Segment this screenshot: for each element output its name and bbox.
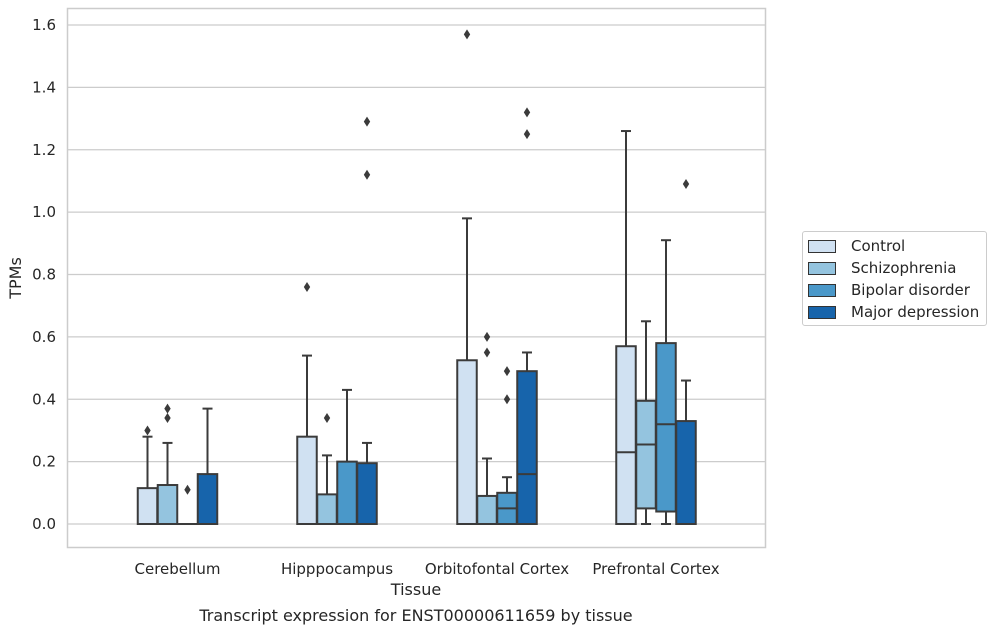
box-body — [196, 473, 219, 526]
box-3-3 — [675, 179, 697, 525]
box-body — [615, 345, 637, 526]
gridlines — [68, 24, 765, 525]
box-body — [336, 460, 358, 525]
boxes — [136, 29, 697, 526]
legend-label-schizophrenia: Schizophrenia — [851, 259, 957, 277]
x-tick-label: Cerebellum — [135, 560, 221, 578]
x-tick-label: Orbitofontal Cortex — [425, 560, 569, 578]
outlier-point — [164, 412, 171, 423]
outlier-point — [503, 366, 511, 377]
x-tick-label: Prefrontal Cortex — [592, 560, 719, 578]
box-body — [356, 462, 378, 526]
legend-swatch-control — [808, 239, 836, 253]
box-1-3 — [356, 116, 378, 526]
legend-swatch-bipolar-disorder — [808, 283, 836, 297]
box-body — [296, 435, 318, 525]
y-tick-label: 0.4 — [32, 390, 56, 408]
legend-label-control: Control — [851, 237, 906, 255]
box-body — [635, 399, 657, 510]
tick-labels: 0.0 0.2 0.4 0.6 0.8 1.0 1.2 1.4 1.6 Cerebellum Hip… — [32, 16, 720, 578]
outlier-point — [523, 107, 531, 118]
y-tick-label: 1.6 — [32, 16, 56, 34]
box-body — [476, 494, 498, 525]
legend-item-bipolar-disorder: Bipolar disorder — [808, 280, 970, 300]
legend-label-major-depression: Major depression — [851, 303, 980, 321]
box-0-1 — [156, 403, 179, 525]
box-2-0 — [456, 29, 478, 525]
outlier-point — [323, 412, 331, 423]
box-body — [675, 420, 697, 525]
outlier-point — [184, 484, 191, 495]
box-3-1 — [635, 320, 657, 525]
legend-swatch-schizophrenia — [808, 261, 836, 275]
y-tick-label: 1.2 — [32, 141, 56, 159]
y-tick-label: 0.8 — [32, 266, 56, 284]
y-tick-label: 1.4 — [32, 78, 56, 96]
outlier-point — [483, 347, 491, 358]
box-body — [316, 493, 338, 526]
legend-label-bipolar-disorder: Bipolar disorder — [851, 281, 970, 299]
box-2-1 — [476, 331, 498, 525]
x-axis-label: Tissue — [390, 580, 441, 599]
y-tick-label: 0.2 — [32, 453, 56, 471]
outlier-point — [682, 179, 690, 190]
box-body — [516, 370, 538, 525]
legend-swatch-major-depression — [808, 305, 836, 319]
outlier-point — [363, 169, 371, 180]
box-3-2 — [655, 239, 677, 525]
outlier-point — [144, 425, 151, 436]
legend-item-control: Control — [808, 236, 905, 256]
outlier-point — [463, 29, 471, 40]
box-0-0 — [136, 425, 159, 525]
legend-item-schizophrenia: Schizophrenia — [808, 258, 956, 278]
box-body — [156, 484, 179, 525]
box-body — [456, 359, 478, 525]
y-tick-label: 0.6 — [32, 328, 56, 346]
box-body — [655, 342, 677, 513]
outlier-point — [483, 331, 491, 342]
box-1-1 — [316, 412, 338, 526]
box-1-0 — [296, 281, 318, 525]
y-axis-label: TPMs — [6, 257, 25, 300]
box-2-2 — [496, 366, 518, 525]
box-0-2 — [176, 484, 199, 526]
legend: Control Schizophrenia Bipolar disorder M… — [802, 231, 987, 326]
outlier-point — [164, 403, 171, 414]
legend-item-major-depression: Major depression — [808, 302, 979, 322]
box-3-0 — [615, 130, 637, 526]
outlier-point — [523, 129, 531, 140]
box-1-2 — [336, 388, 358, 525]
outlier-point — [303, 281, 311, 292]
box-body — [136, 487, 159, 525]
plot-frame — [66, 7, 767, 549]
y-tick-label: 1.0 — [32, 203, 56, 221]
outlier-point — [363, 116, 371, 127]
y-tick-label: 0.0 — [32, 515, 56, 533]
box-2-3 — [516, 107, 538, 525]
box-0-3 — [196, 407, 219, 526]
chart-caption: Transcript expression for ENST0000061165… — [199, 606, 633, 625]
outlier-point — [503, 394, 511, 405]
x-tick-label: Hipppocampus — [281, 560, 393, 578]
